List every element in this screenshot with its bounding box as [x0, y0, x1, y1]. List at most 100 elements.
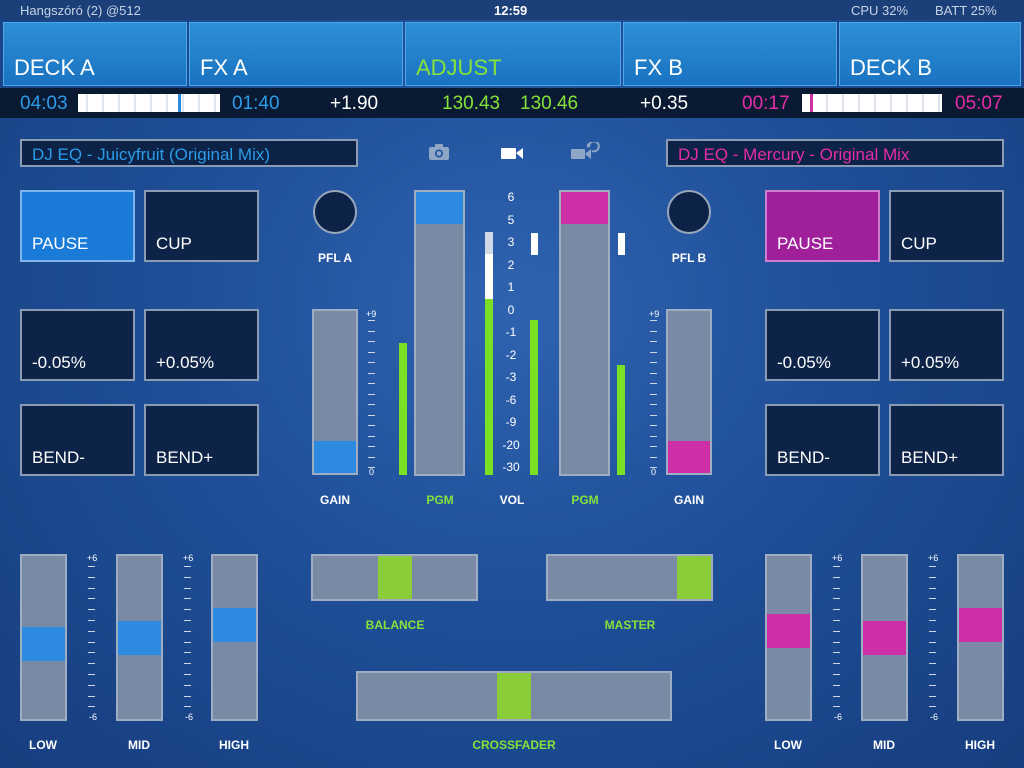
scale-tick — [929, 706, 936, 708]
deck-b-playhead — [810, 94, 813, 112]
scale-tick — [929, 663, 936, 665]
vol-label: VOL — [499, 493, 525, 507]
master-slider[interactable] — [546, 554, 713, 601]
pgm-b-fader-handle[interactable] — [561, 192, 608, 224]
scale-tick — [368, 351, 375, 353]
scale-tick — [368, 467, 375, 468]
scale-tick — [650, 467, 657, 468]
vol-scale-label: 2 — [507, 257, 515, 272]
scale-tick — [184, 576, 191, 578]
pgm-a-fader-handle[interactable] — [416, 192, 463, 224]
scale-tick — [184, 663, 191, 665]
scale-tick — [833, 566, 840, 567]
scale-tick — [184, 695, 191, 697]
deck-a-eq-low-handle[interactable] — [22, 626, 65, 661]
master-slider-handle[interactable] — [677, 556, 711, 599]
tab-fx-a[interactable]: FX A — [189, 22, 403, 86]
eq-scale-bottom: -6 — [834, 712, 843, 722]
button-label: BEND+ — [901, 448, 959, 467]
vol-scale-label: -6 — [505, 392, 517, 407]
deck-a-eq-high-handle[interactable] — [213, 607, 256, 642]
scale-tick — [833, 706, 840, 708]
clock: 12:59 — [494, 3, 528, 18]
deck-b-eq-high-handle[interactable] — [959, 607, 1002, 642]
scale-tick — [929, 576, 936, 578]
deck-a-eq-mid-handle[interactable] — [118, 620, 161, 655]
vol-scale-label: 6 — [507, 190, 515, 204]
scale-tick — [833, 695, 840, 697]
balance-slider-handle[interactable] — [377, 556, 412, 599]
scale-tick — [184, 652, 191, 654]
scale-tick — [929, 684, 936, 686]
scale-tick — [650, 372, 657, 374]
deck-b-eq-low-handle[interactable] — [767, 614, 810, 649]
balance-slider[interactable] — [311, 554, 478, 601]
pgm-b-fader[interactable] — [559, 190, 610, 476]
deck-b-eq-mid-handle[interactable] — [863, 620, 906, 655]
deck-b-cup-button[interactable]: CUP — [889, 190, 1004, 262]
deck-a-bend-up-button[interactable]: BEND+ — [144, 404, 259, 476]
scale-tick — [650, 341, 657, 342]
deck-a-eq-mid-fader[interactable] — [116, 554, 163, 721]
scale-tick — [833, 652, 840, 654]
deck-a-pitch-up-button[interactable]: +0.05% — [144, 309, 259, 381]
deck-b-eq-high-fader[interactable] — [957, 554, 1004, 721]
gain-b-fader-handle[interactable] — [668, 441, 710, 473]
deck-b-eq-high-label: HIGH — [965, 738, 995, 752]
scale-tick — [650, 404, 657, 405]
deck-b-bend-up-button[interactable]: BEND+ — [889, 404, 1004, 476]
gain-a-scale-top: +9 — [366, 309, 377, 319]
deck-a-pitch-down-button[interactable]: -0.05% — [20, 309, 135, 381]
tab-fx-b[interactable]: FX B — [623, 22, 837, 86]
scale-tick — [88, 566, 95, 567]
tab-deck-b[interactable]: DECK B — [839, 22, 1021, 86]
scale-tick — [368, 320, 375, 321]
deck-a-cup-button[interactable]: CUP — [144, 190, 259, 262]
pgm-a-label: PGM — [426, 493, 454, 507]
tab-label: DECK B — [850, 55, 932, 80]
vol-scale-label: -3 — [505, 370, 517, 384]
deck-a-pause-button[interactable]: PAUSE — [20, 190, 135, 262]
scale-tick — [929, 641, 936, 643]
scale-tick — [88, 684, 95, 686]
scale-tick — [368, 414, 375, 416]
pfl-b-knob[interactable] — [667, 190, 711, 234]
deck-b-pause-button[interactable]: PAUSE — [765, 190, 880, 262]
vol-scale-label: -20 — [502, 437, 520, 452]
deck-b-eq-low-fader[interactable] — [765, 554, 812, 721]
scale-tick — [929, 587, 936, 589]
scale-tick — [184, 674, 191, 675]
pgm-a-fader[interactable] — [414, 190, 465, 476]
video-camera-icon[interactable] — [500, 145, 524, 161]
deck-b-pitch-up-button[interactable]: +0.05% — [889, 309, 1004, 381]
crossfader-handle[interactable] — [497, 673, 531, 719]
gain-a-fader-handle[interactable] — [314, 441, 356, 473]
vol-scale-label: -1 — [505, 325, 517, 339]
gain-b-fader[interactable] — [666, 309, 712, 475]
scale-tick — [650, 435, 657, 437]
deck-b-pitch-down-button[interactable]: -0.05% — [765, 309, 880, 381]
deck-b-eq-mid-fader[interactable] — [861, 554, 908, 721]
camera-icon[interactable] — [428, 143, 450, 161]
scale-tick — [833, 609, 840, 611]
gain-a-fader[interactable] — [312, 309, 358, 475]
deck-a-eq-low-fader[interactable] — [20, 554, 67, 721]
crossfader-slider[interactable] — [356, 671, 672, 721]
scale-tick — [833, 630, 840, 632]
scale-tick — [368, 393, 375, 395]
scale-tick — [184, 587, 191, 589]
pfl-a-knob[interactable] — [313, 190, 357, 234]
scale-tick — [833, 641, 840, 643]
deck-b-bend-down-button[interactable]: BEND- — [765, 404, 880, 476]
deck-a-bend-down-button[interactable]: BEND- — [20, 404, 135, 476]
deck-a-waveform[interactable] — [78, 94, 220, 112]
scale-tick — [184, 706, 191, 708]
tab-label: DECK A — [14, 55, 95, 80]
tab-adjust[interactable]: ADJUST — [405, 22, 621, 86]
button-label: PAUSE — [32, 234, 89, 253]
deck-b-waveform[interactable] — [802, 94, 942, 112]
video-refresh-icon[interactable] — [570, 140, 600, 162]
tab-deck-a[interactable]: DECK A — [3, 22, 187, 86]
scale-tick — [650, 362, 657, 363]
deck-a-eq-high-fader[interactable] — [211, 554, 258, 721]
